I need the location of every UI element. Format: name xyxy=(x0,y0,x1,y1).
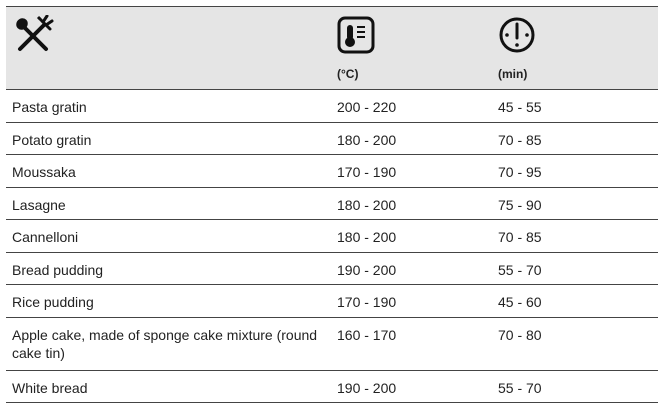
table-row: Pasta gratin 200 - 220 45 - 55 xyxy=(6,90,658,123)
table-row: Potato gratin 180 - 200 70 - 85 xyxy=(6,123,658,155)
table-row: Rice pudding 170 - 190 45 - 60 xyxy=(6,285,658,318)
time-value: 75 - 90 xyxy=(498,196,542,213)
thermometer-icon xyxy=(337,16,377,61)
temperature-value: 160 - 170 xyxy=(337,326,397,343)
temperature-value: 180 - 200 xyxy=(337,131,397,148)
time-value: 70 - 85 xyxy=(498,229,542,245)
cutlery-icon xyxy=(12,14,54,62)
temperature-value: 170 - 190 xyxy=(337,164,397,180)
dish-name: Bread pudding xyxy=(12,261,104,278)
table-row: Cannelloni 180 - 200 70 - 85 xyxy=(6,220,658,253)
table-row: Bread pudding 190 - 200 55 - 70 xyxy=(6,253,658,285)
dish-name: Potato gratin xyxy=(12,131,92,148)
table-row: White bread 190 - 200 55 - 70 xyxy=(6,371,658,403)
temperature-value: 200 - 220 xyxy=(337,99,397,115)
dish-name: Moussaka xyxy=(12,164,76,180)
time-value: 45 - 60 xyxy=(498,294,542,310)
time-value: 45 - 55 xyxy=(498,99,542,115)
time-unit: (min) xyxy=(498,67,528,81)
time-value: 70 - 80 xyxy=(498,326,542,343)
table-row: Moussaka 170 - 190 70 - 95 xyxy=(6,155,658,188)
dish-name: Pasta gratin xyxy=(12,99,87,115)
dish-name: Rice pudding xyxy=(12,294,94,310)
table-header: (°C) (min) xyxy=(6,6,658,90)
time-value: 70 - 95 xyxy=(498,164,542,180)
temperature-value: 180 - 200 xyxy=(337,196,397,213)
cooking-table: (°C) (min) Pasta gratin 200 - 220 45 - 5… xyxy=(6,6,658,403)
table-row: Lasagne 180 - 200 75 - 90 xyxy=(6,188,658,220)
time-value: 70 - 85 xyxy=(498,131,542,148)
dish-name: Apple cake, made of sponge cake mixture … xyxy=(12,326,318,361)
clock-icon xyxy=(498,16,538,61)
dish-name: White bread xyxy=(12,379,88,396)
temperature-value: 170 - 190 xyxy=(337,294,397,310)
dish-name: Lasagne xyxy=(12,196,66,213)
dish-name: Cannelloni xyxy=(12,229,79,245)
temperature-unit: (°C) xyxy=(337,67,359,81)
temperature-value: 190 - 200 xyxy=(337,379,397,396)
time-value: 55 - 70 xyxy=(498,261,542,278)
table-row: Apple cake, made of sponge cake mixture … xyxy=(6,318,658,371)
temperature-value: 180 - 200 xyxy=(337,229,397,245)
time-value: 55 - 70 xyxy=(498,379,542,396)
temperature-value: 190 - 200 xyxy=(337,261,397,278)
